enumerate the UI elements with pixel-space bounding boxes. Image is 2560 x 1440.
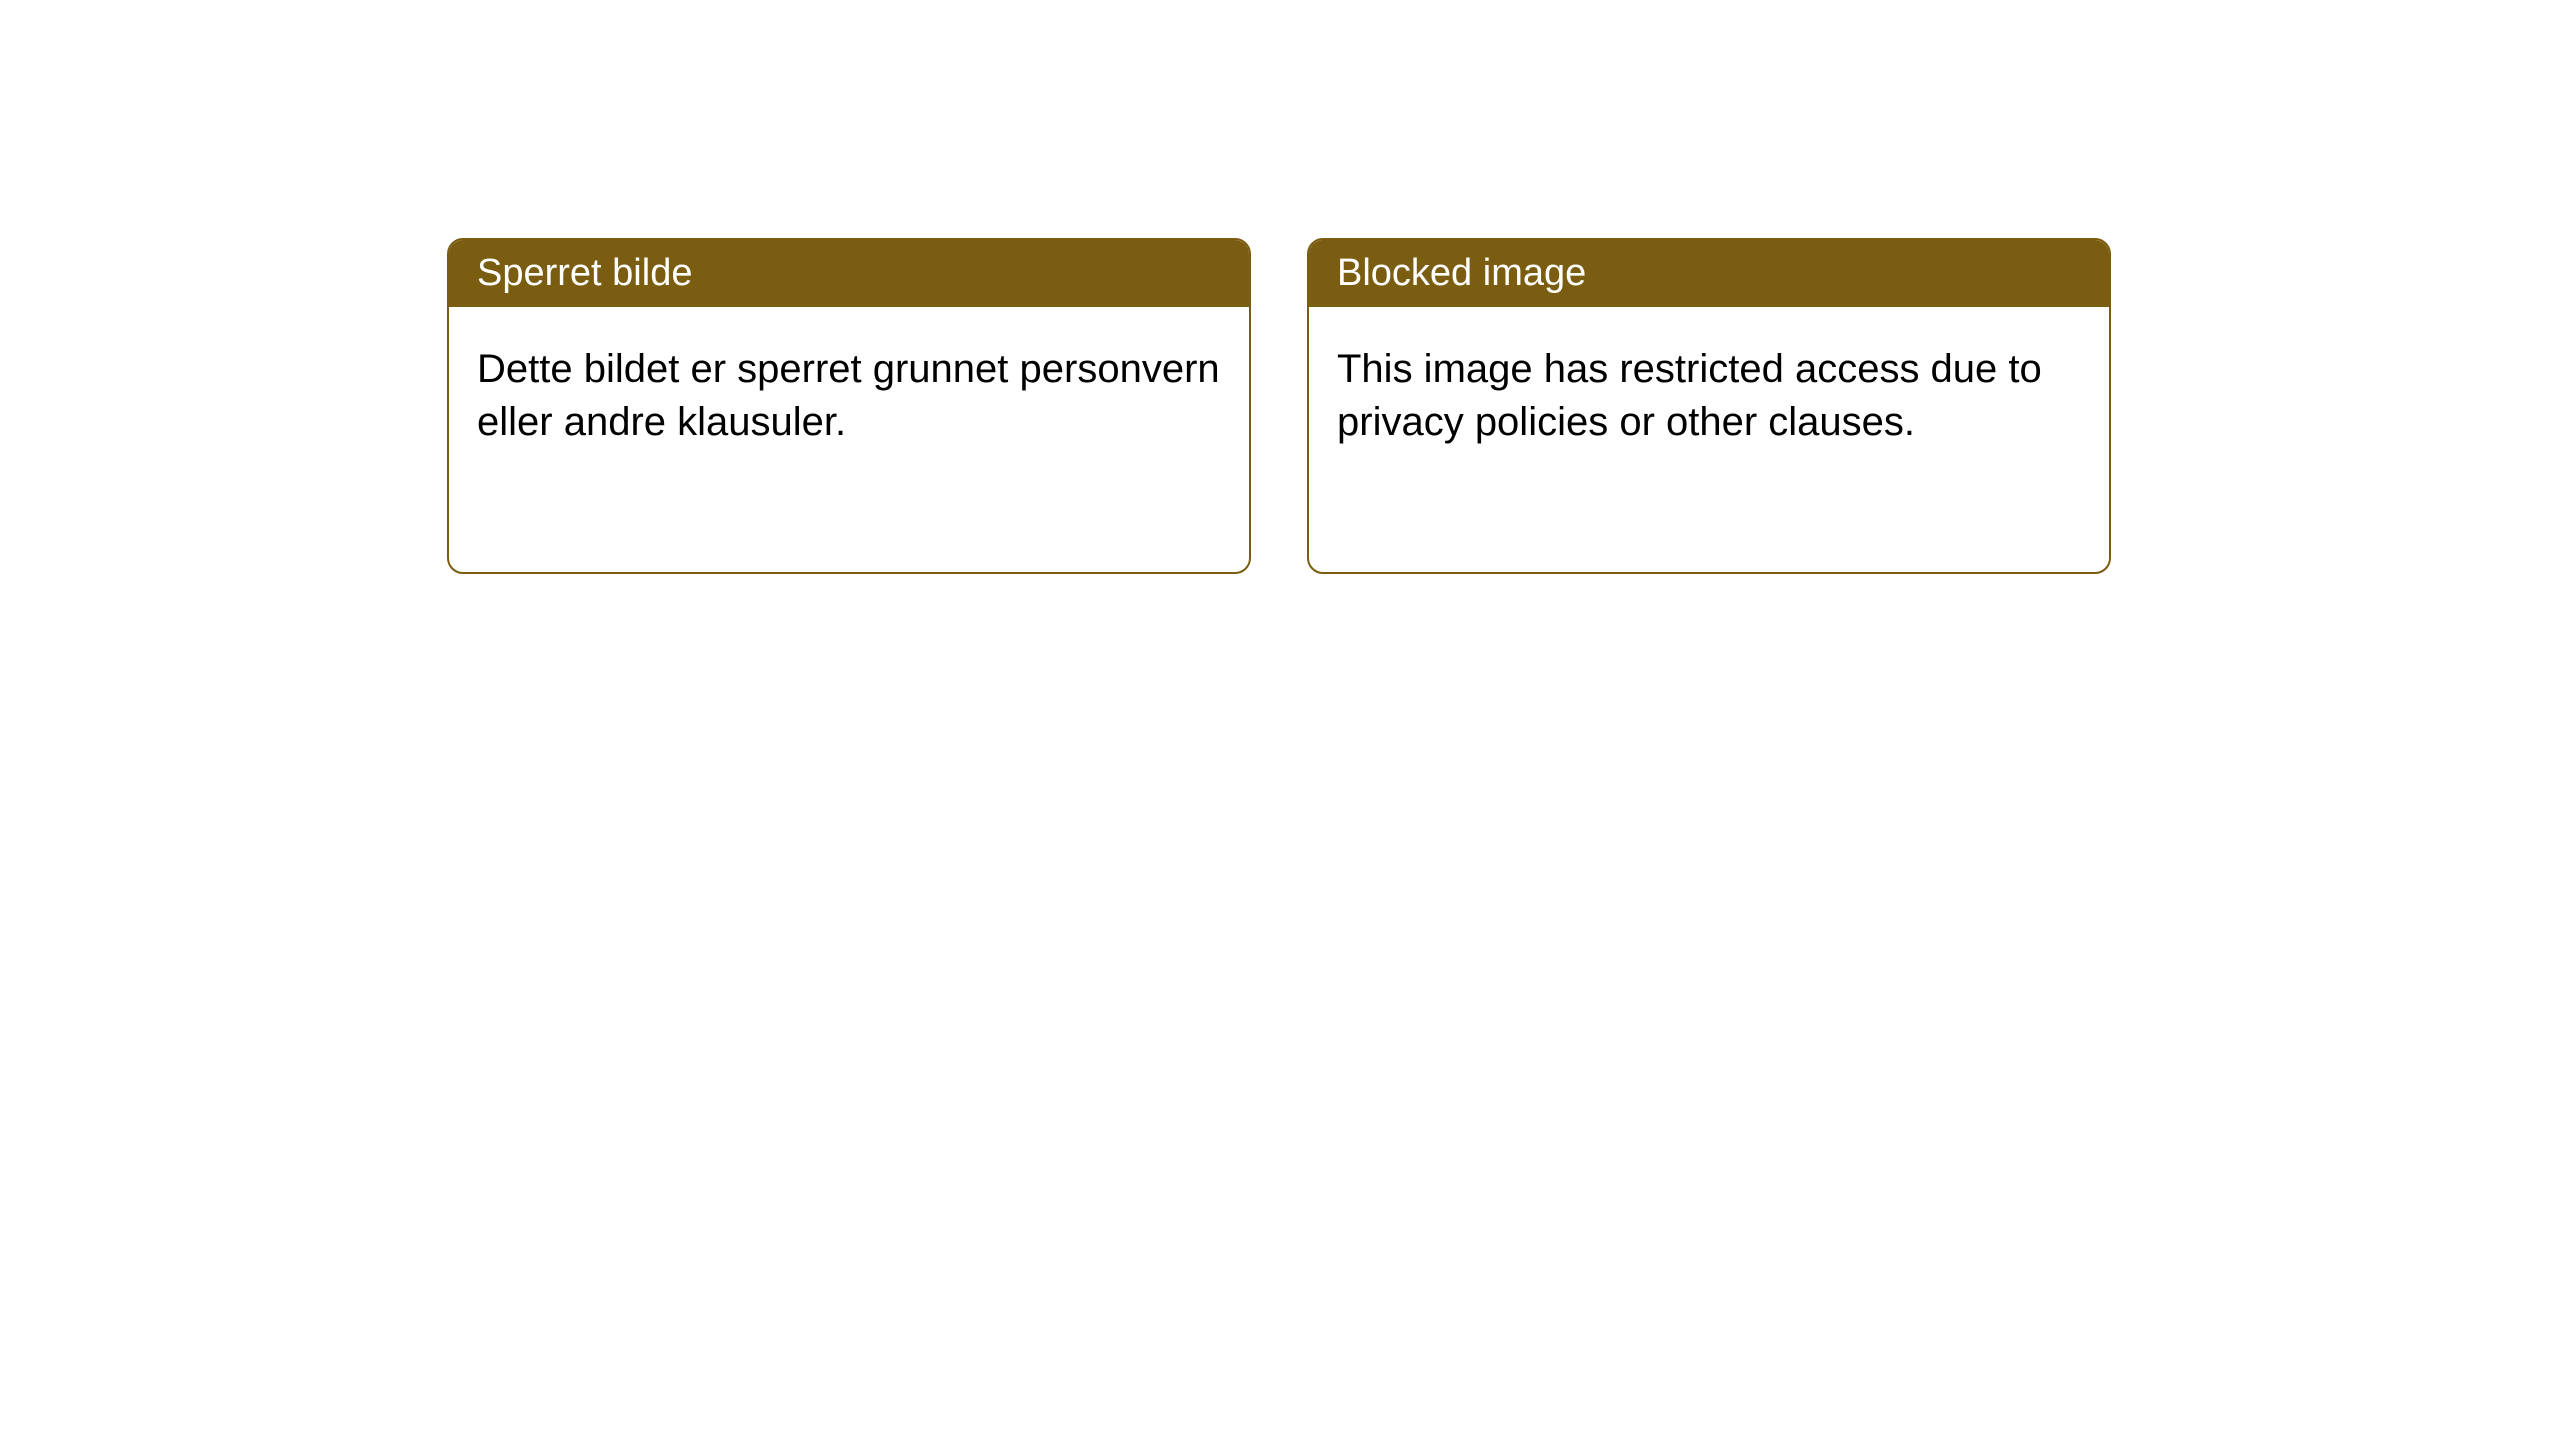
card-header: Sperret bilde [449, 240, 1249, 307]
blocked-image-card-en: Blocked image This image has restricted … [1307, 238, 2111, 574]
card-body: Dette bildet er sperret grunnet personve… [449, 307, 1249, 485]
card-header: Blocked image [1309, 240, 2109, 307]
card-title: Sperret bilde [477, 252, 692, 294]
card-body: This image has restricted access due to … [1309, 307, 2109, 485]
blocked-image-card-no: Sperret bilde Dette bildet er sperret gr… [447, 238, 1251, 574]
cards-container: Sperret bilde Dette bildet er sperret gr… [0, 0, 2560, 574]
card-message: This image has restricted access due to … [1337, 347, 2042, 444]
card-message: Dette bildet er sperret grunnet personve… [477, 347, 1220, 444]
card-title: Blocked image [1337, 252, 1586, 294]
